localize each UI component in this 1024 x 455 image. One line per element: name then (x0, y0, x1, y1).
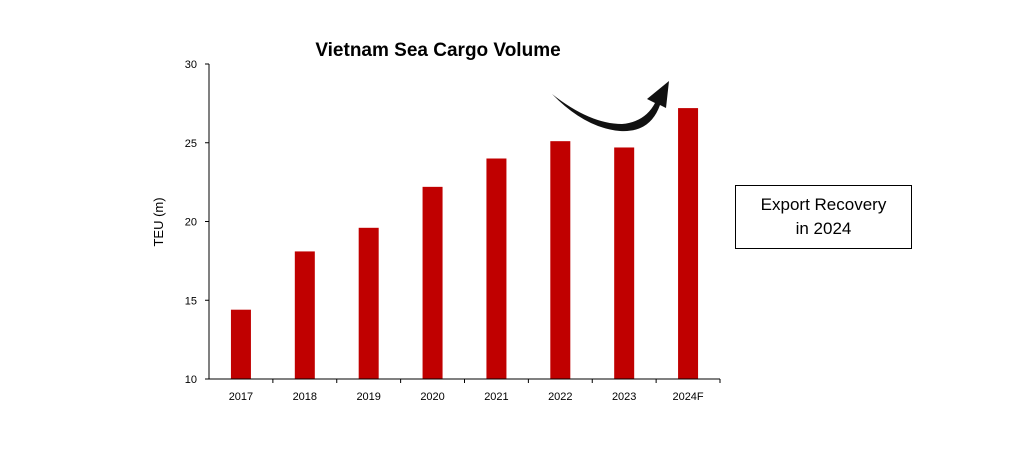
x-ticks-group: 2017 2018 2019 2020 2021 2022 2023 2024F (229, 379, 721, 403)
curved-up-arrow-icon (552, 81, 669, 132)
y-tick-label: 25 (185, 138, 197, 150)
y-tick-label: 15 (185, 295, 197, 307)
bar-2022 (550, 141, 571, 379)
x-tick-label: 2019 (356, 391, 380, 403)
x-tick-label: 2024F (672, 391, 703, 403)
x-tick-label: 2022 (548, 391, 572, 403)
x-tick-label: 2023 (612, 391, 636, 403)
chart-title: Vietnam Sea Cargo Volume (315, 40, 560, 61)
x-tick-label: 2021 (484, 391, 508, 403)
y-tick-label: 20 (185, 217, 197, 229)
bar-2024F (678, 108, 699, 379)
bar-2017 (230, 309, 251, 379)
bar-2018 (294, 251, 315, 379)
bar-2019 (358, 227, 379, 379)
y-ticks-group: 10 15 20 25 30 (185, 59, 209, 386)
y-tick-label: 30 (185, 59, 197, 71)
y-tick-label: 10 (185, 374, 197, 386)
x-tick-label: 2017 (229, 391, 253, 403)
bar-2023 (614, 147, 635, 379)
x-tick-label: 2018 (293, 391, 317, 403)
x-tick-label: 2020 (420, 391, 444, 403)
bar-2020 (422, 186, 443, 379)
bars-group (230, 108, 699, 379)
bar-2021 (486, 158, 507, 379)
annotation-line-1: Export Recovery (760, 195, 887, 214)
annotation-line-2: in 2024 (795, 219, 852, 238)
annotation-box: Export Recovery in 2024 (735, 185, 912, 249)
y-axis-label: TEU (m) (151, 197, 166, 246)
